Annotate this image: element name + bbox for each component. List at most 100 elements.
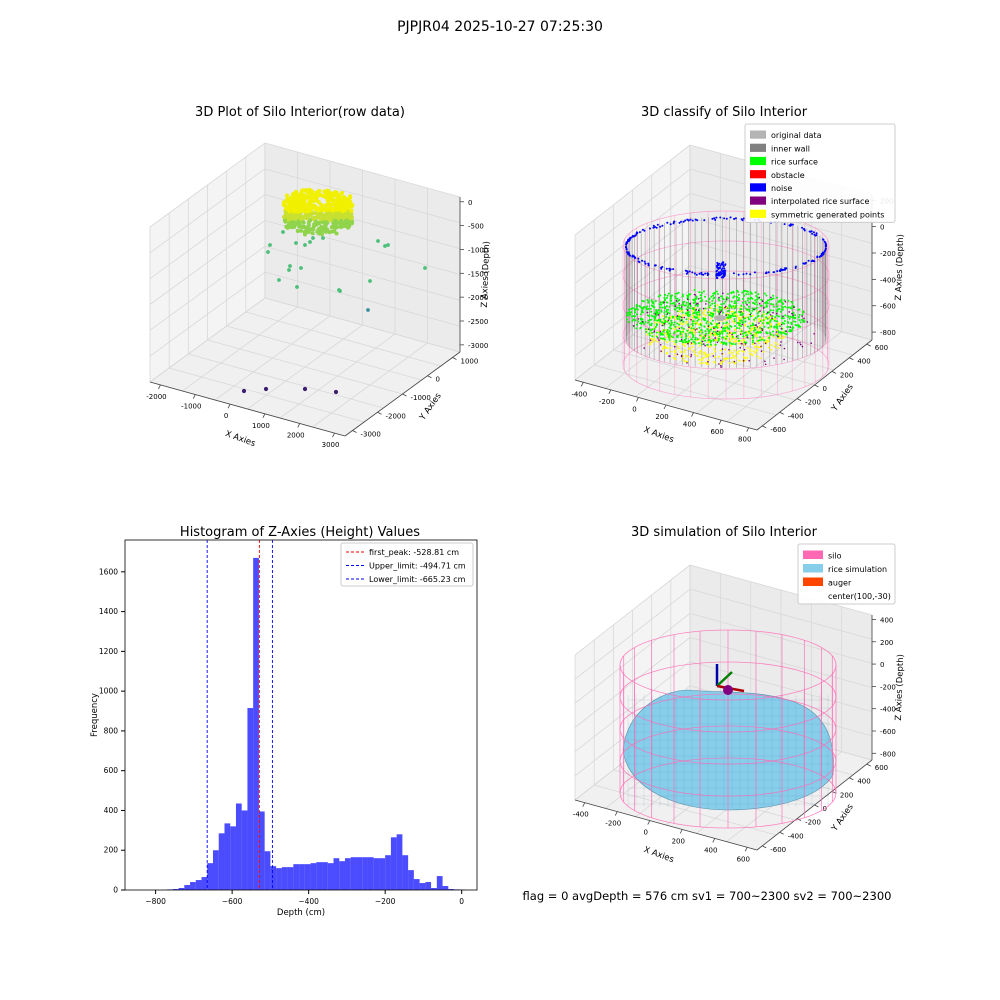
interpolated-point [755, 324, 758, 326]
rice-surface-point [630, 307, 633, 310]
rice-surface-point [668, 317, 671, 320]
point [347, 219, 352, 224]
symmetric-point [691, 329, 694, 332]
rice-surface-point [759, 336, 761, 339]
noise-point [715, 274, 718, 277]
y-tick-label: 600 [875, 764, 888, 772]
rice-surface-point [734, 343, 737, 346]
rice-surface-point [736, 334, 739, 337]
auger-marker [714, 315, 726, 321]
rice-surface-point [678, 299, 681, 301]
symmetric-point [737, 317, 740, 319]
noise-point [740, 218, 743, 221]
interpolated-point [654, 313, 657, 315]
rice-surface-point [740, 304, 743, 307]
rice-surface-point [712, 338, 715, 341]
rice-surface-point [755, 295, 758, 297]
rice-surface-point [704, 330, 707, 333]
rice-surface-point [631, 319, 634, 322]
interpolated-point [720, 326, 723, 329]
noise-point [625, 247, 628, 250]
symmetric-point [774, 342, 777, 344]
rice-surface-point [700, 329, 703, 332]
noise-point [718, 271, 720, 274]
rice-surface-point [674, 325, 677, 328]
symmetric-point [681, 323, 684, 326]
noise-point [824, 244, 827, 247]
z-tick-label: -2500 [468, 318, 488, 326]
gridline [594, 364, 777, 416]
rice-surface-point [735, 327, 738, 329]
symmetric-point [769, 315, 772, 318]
legend-box [340, 542, 474, 587]
point [308, 218, 313, 223]
histogram-bar [396, 834, 403, 890]
symmetric-point [728, 352, 731, 354]
histogram-bar [316, 862, 323, 890]
gridline [574, 588, 691, 680]
rice-surface-point [687, 323, 690, 326]
rice-surface-point [709, 304, 712, 307]
symmetric-point [702, 311, 705, 314]
symmetric-point [682, 357, 685, 360]
rice-surface-point [726, 307, 729, 310]
rice-surface-point [722, 311, 724, 314]
symmetric-point [740, 339, 743, 342]
rice-surface-point [751, 309, 754, 312]
histogram-bar [322, 862, 328, 890]
x-tick [227, 403, 231, 409]
point [317, 226, 322, 231]
y-tick [831, 371, 837, 374]
symmetric-point [764, 317, 767, 320]
rice-surface-point [687, 293, 690, 296]
point [329, 217, 334, 222]
rice-surface-point [635, 327, 638, 330]
rice-surface-point [739, 319, 742, 322]
noise-point [716, 272, 718, 275]
interpolated-point [751, 334, 753, 337]
interpolated-point [657, 337, 659, 339]
interpolated-point [686, 298, 689, 301]
histogram-bar [327, 863, 334, 890]
point [338, 207, 343, 212]
rice-surface-point [648, 334, 651, 337]
symmetric-point [744, 359, 747, 362]
rice-surface-point [725, 342, 728, 345]
noise-point [694, 218, 697, 221]
rice-surface-point [676, 297, 679, 300]
noise-point [722, 265, 725, 268]
point [303, 231, 308, 236]
interpolated-point [676, 315, 679, 317]
rice-surface-point [696, 319, 699, 322]
rice-surface-point [708, 336, 710, 339]
noise-point [704, 272, 707, 275]
noise-point [715, 270, 718, 273]
rice-surface-point [743, 341, 746, 344]
symmetric-point [701, 362, 704, 365]
rice-surface-point [744, 307, 747, 310]
noise-point [654, 226, 656, 228]
symmetric-point [749, 348, 752, 351]
rice-surface-point [706, 311, 709, 314]
rice-surface-point [782, 317, 785, 320]
interpolated-point [683, 316, 686, 319]
y-tick-label: -400 [788, 832, 804, 840]
legend-swatch [750, 196, 766, 205]
rice-surface-point [725, 343, 728, 346]
x-tick [712, 838, 716, 843]
point [294, 216, 299, 221]
rice-surface-point [744, 289, 747, 292]
point [302, 386, 308, 392]
rice-surface-point [700, 298, 703, 301]
rice-surface-point [634, 319, 637, 322]
interpolated-point [718, 313, 721, 315]
rice-surface-point [794, 314, 797, 317]
symmetric-point [699, 341, 702, 344]
panel4-title: 3D simulation of Silo Interior [631, 525, 818, 540]
y-tick-label: 1400 [99, 607, 118, 616]
noise-point [693, 272, 696, 275]
legend-swatch [803, 577, 823, 586]
noise-point [718, 266, 721, 269]
rice-surface-point [716, 333, 719, 336]
rice-surface-point [789, 315, 792, 318]
